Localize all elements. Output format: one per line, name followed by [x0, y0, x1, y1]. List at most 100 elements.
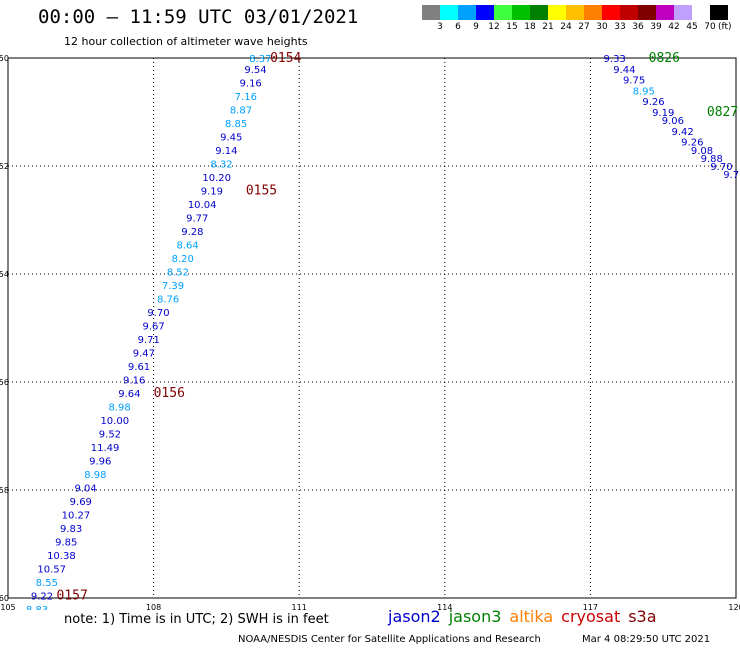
color-swatch: [548, 5, 566, 20]
x-tick-label: 105: [0, 603, 15, 610]
color-scale-label: 39: [650, 22, 662, 32]
wave-height-point: 9.19: [652, 108, 674, 119]
color-swatch: [476, 5, 494, 20]
color-scale-label: 36: [632, 22, 644, 32]
pass-time-label: 0156: [154, 386, 185, 401]
color-swatch: [494, 5, 512, 20]
color-scale-label: 24: [560, 22, 572, 32]
x-tick-label: 120: [728, 603, 740, 610]
footer-credit: NOAA/NESDIS Center for Satellite Applica…: [238, 634, 541, 645]
color-scale-label: 3: [437, 22, 443, 32]
color-swatch: [530, 5, 548, 20]
mission-s3a: s3a: [628, 607, 657, 626]
wave-height-point: 9.96: [89, 456, 111, 467]
color-scale-label: 42: [668, 22, 680, 32]
color-swatch: [710, 5, 728, 20]
wave-height-point: 9.42: [671, 127, 693, 138]
color-swatch: [638, 5, 656, 20]
wave-height-point: 7.16: [235, 92, 257, 103]
color-scale-label: 18: [524, 22, 536, 32]
color-scale-label: 6: [455, 22, 461, 32]
wave-height-point: 9.85: [55, 537, 77, 548]
wave-height-point: 7.39: [162, 281, 184, 292]
wave-height-point: 9.67: [142, 321, 164, 332]
wave-height-point: 8.85: [225, 119, 247, 130]
footer-timestamp: Mar 4 08:29:50 UTC 2021: [582, 634, 711, 645]
wave-height-point: 8.95: [633, 86, 655, 97]
wave-height-point: 8.37: [249, 54, 271, 65]
color-scale-label: 70: [704, 22, 716, 32]
pass-time-label: 0826: [649, 51, 680, 66]
color-swatch: [674, 5, 692, 20]
wave-height-chart: 105 108 111 114 117 120 -50 -52 -54 -56 -58 -60 8.3…: [0, 51, 740, 610]
wave-height-point: 8.20: [172, 254, 194, 265]
mission-jason3: jason3: [448, 607, 502, 626]
color-swatch: [422, 5, 440, 20]
color-scale-label: 45: [686, 22, 698, 32]
color-swatch: [656, 5, 674, 20]
wave-height-point: 9.26: [681, 138, 703, 149]
plot-frame: [7, 57, 737, 599]
y-tick-label: -58: [0, 486, 9, 495]
page-subtitle: 12 hour collection of altimeter wave hei…: [64, 35, 308, 48]
color-swatch: [602, 5, 620, 20]
wave-height-point: 9.16: [240, 78, 262, 89]
wave-height-point: 8.87: [230, 105, 252, 116]
y-tick-label: -50: [0, 54, 9, 63]
wave-height-point: 9.14: [215, 146, 237, 157]
wave-height-point: 9.33: [604, 54, 626, 65]
wave-height-point: 9.28: [181, 227, 203, 238]
wave-height-point: 9.45: [220, 132, 242, 143]
pass-time-label: 0827: [707, 105, 738, 120]
wave-height-point: 10.04: [188, 200, 217, 211]
wave-height-point: 9.71: [138, 335, 160, 346]
wave-height-point: 9.88: [701, 154, 723, 165]
color-scale-label: 27: [578, 22, 590, 32]
wave-height-point: 10.00: [100, 416, 129, 427]
wave-height-point: 9.64: [118, 389, 140, 400]
y-tick-label: -52: [0, 162, 9, 171]
wave-height-point: 8.76: [157, 294, 179, 305]
pass-time-label: 0154: [270, 51, 301, 66]
y-tick-label: -54: [0, 270, 9, 279]
wave-height-point: 8.98: [84, 470, 106, 481]
chart-axes: 105 108 111 114 117 120 -50 -52 -54 -56 -58 -60: [0, 54, 740, 610]
wave-height-point: 10.20: [202, 173, 231, 184]
wave-height-point: 9.47: [133, 348, 155, 359]
wave-height-point: 9.44: [613, 65, 635, 76]
wave-height-point: 9.7: [723, 170, 739, 181]
y-tick-label: -60: [0, 594, 9, 603]
mission-altika: altika: [509, 607, 554, 626]
color-swatch: [566, 5, 584, 20]
wave-height-point: 9.19: [201, 186, 223, 197]
color-scale-label: 33: [614, 22, 626, 32]
x-tick-label: 117: [583, 603, 598, 610]
wave-height-point: 9.75: [623, 76, 645, 87]
color-swatch: [512, 5, 530, 20]
chart-grid: [8, 58, 736, 598]
color-swatch: [440, 5, 458, 20]
wave-height-point: 9.22: [31, 591, 53, 602]
wave-height-point: 9.69: [70, 497, 92, 508]
wave-height-point: 9.83: [60, 524, 82, 535]
color-scale-label: 9: [473, 22, 479, 32]
footer-note: note: 1) Time is in UTC; 2) SWH is in fe…: [64, 612, 329, 627]
wave-height-point: 9.52: [99, 429, 121, 440]
wave-height-point: 9.61: [128, 362, 150, 373]
wave-height-point: 10.57: [37, 564, 66, 575]
wave-height-point: 10.38: [47, 551, 76, 562]
color-scale-label: 21: [542, 22, 554, 32]
mission-jason2: jason2: [388, 607, 441, 626]
color-swatch: [458, 5, 476, 20]
wave-height-point: 9.26: [642, 97, 664, 108]
x-tick-label: 108: [146, 603, 161, 610]
color-scale-label: 15: [506, 22, 518, 32]
wave-height-point: 9.54: [244, 65, 266, 76]
wave-height-point: 8.64: [176, 240, 198, 251]
wave-height-point: 9.08: [691, 146, 713, 157]
color-swatch: [692, 5, 710, 20]
y-tick-label: -56: [0, 378, 9, 387]
wave-height-point: 9.77: [186, 213, 208, 224]
pass-labels: 0154015501560157102508260827: [57, 51, 739, 603]
wave-height-point: 9.16: [123, 375, 145, 386]
